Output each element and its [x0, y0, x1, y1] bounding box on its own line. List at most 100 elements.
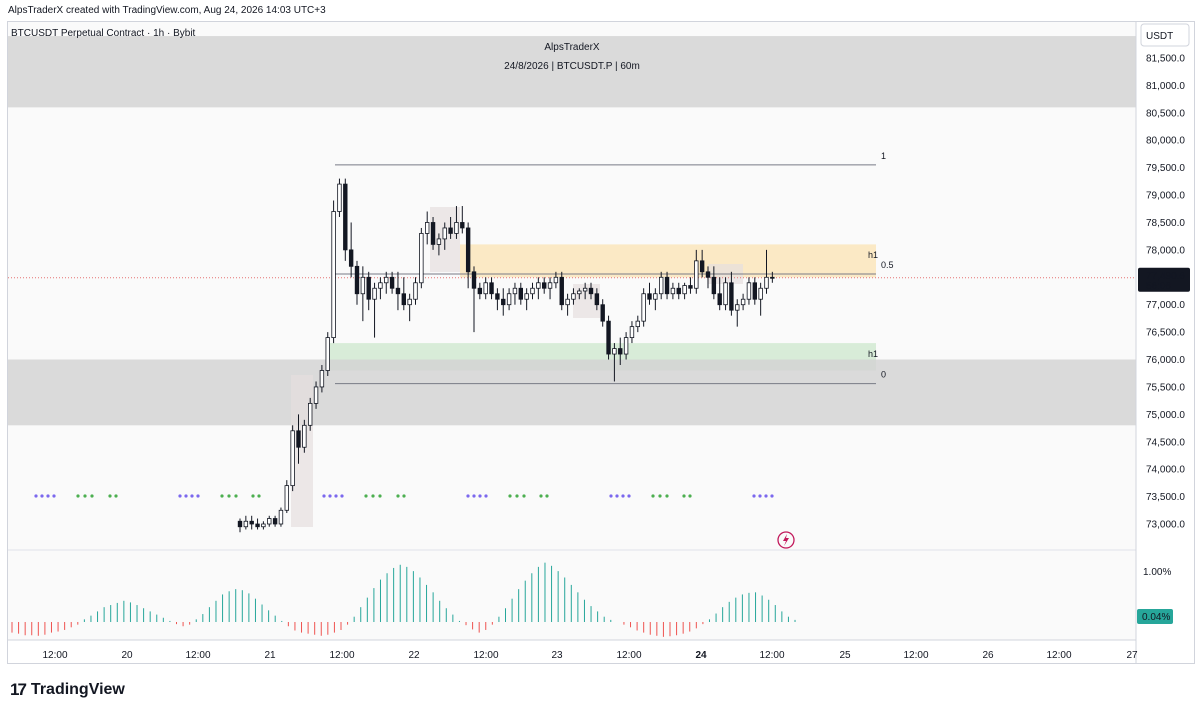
candle-body[interactable]	[764, 276, 769, 289]
candle-body[interactable]	[752, 282, 757, 300]
candle-body[interactable]	[553, 276, 559, 284]
candle-body[interactable]	[419, 233, 424, 284]
candle-body[interactable]	[565, 298, 570, 306]
candle-body[interactable]	[384, 276, 389, 284]
candle-body[interactable]	[571, 293, 576, 300]
candle-body[interactable]	[717, 293, 722, 306]
candle-body[interactable]	[688, 285, 693, 289]
candle-body[interactable]	[600, 304, 605, 322]
candle-body[interactable]	[588, 287, 594, 295]
candle-body[interactable]	[676, 287, 681, 295]
candle-body[interactable]	[272, 518, 278, 525]
candle-body[interactable]	[360, 276, 366, 295]
candle-body[interactable]	[348, 249, 354, 267]
candle-body[interactable]	[758, 287, 763, 300]
candle-body[interactable]	[770, 276, 775, 279]
candle-body[interactable]	[307, 402, 313, 426]
candle-body[interactable]	[623, 337, 629, 355]
time-axis-label: 12:00	[329, 650, 354, 661]
candle-body[interactable]	[407, 298, 412, 306]
chart-canvas[interactable]: 1 0.5 0 h1 h1 USDT 81,500.0 81,000.0 80,500.0 80,…	[8, 22, 1194, 663]
candle-body[interactable]	[389, 276, 395, 289]
candle-body[interactable]	[729, 282, 734, 311]
candle-body[interactable]	[694, 260, 699, 289]
candle-body[interactable]	[635, 320, 640, 328]
candle-body[interactable]	[518, 287, 523, 300]
candle-body[interactable]	[664, 276, 670, 295]
candle-body[interactable]	[302, 424, 307, 448]
candle-body[interactable]	[460, 222, 465, 229]
lightning-icon[interactable]	[777, 531, 795, 549]
chart-frame[interactable]: 1 0.5 0 h1 h1 USDT 81,500.0 81,000.0 80,500.0 80,…	[7, 21, 1195, 664]
candle-body[interactable]	[319, 370, 325, 388]
candle-body[interactable]	[547, 282, 553, 289]
candle-body[interactable]	[659, 276, 664, 295]
candle-body[interactable]	[711, 276, 717, 295]
candle-body[interactable]	[267, 518, 272, 525]
candle-body[interactable]	[261, 523, 266, 528]
candle-body[interactable]	[325, 337, 330, 371]
candle-body[interactable]	[594, 293, 600, 306]
candle-body[interactable]	[372, 287, 377, 300]
candle-body[interactable]	[670, 287, 676, 295]
candle-body[interactable]	[542, 282, 547, 289]
candle-body[interactable]	[354, 265, 360, 295]
candle-body[interactable]	[512, 287, 518, 295]
candle-body[interactable]	[401, 293, 406, 306]
candle-body[interactable]	[378, 282, 383, 289]
candle-body[interactable]	[465, 227, 471, 273]
candle-body[interactable]	[501, 298, 506, 306]
candle-body[interactable]	[249, 520, 254, 525]
candle-body[interactable]	[442, 227, 447, 240]
candle-body[interactable]	[477, 287, 483, 295]
candle-body[interactable]	[536, 282, 541, 289]
candle-body[interactable]	[331, 211, 336, 339]
candle-body[interactable]	[682, 285, 687, 295]
candle-body[interactable]	[296, 430, 301, 448]
candle-body[interactable]	[243, 520, 249, 528]
candle-body[interactable]	[740, 298, 746, 306]
candle-body[interactable]	[489, 282, 494, 295]
candle-body[interactable]	[454, 222, 459, 234]
session-dot	[184, 494, 188, 498]
candle-body[interactable]	[705, 271, 711, 278]
candle-body[interactable]	[577, 290, 582, 295]
candle-body[interactable]	[612, 348, 617, 355]
candle-body[interactable]	[506, 293, 512, 306]
candle-body[interactable]	[618, 348, 623, 355]
candle-body[interactable]	[278, 509, 284, 525]
candle-body[interactable]	[746, 282, 752, 300]
candle-body[interactable]	[524, 293, 529, 300]
currency-box[interactable]	[1140, 23, 1190, 47]
session-dot	[46, 494, 50, 498]
candle-body[interactable]	[237, 520, 243, 528]
candle-body[interactable]	[629, 326, 635, 338]
candle-body[interactable]	[495, 293, 500, 300]
candle-body[interactable]	[448, 227, 453, 234]
candle-body[interactable]	[559, 276, 564, 306]
candle-body[interactable]	[530, 287, 535, 295]
candle-body[interactable]	[343, 183, 348, 251]
candle-body[interactable]	[606, 320, 611, 355]
candle-body[interactable]	[653, 293, 658, 300]
candle-body[interactable]	[313, 386, 319, 404]
candle-body[interactable]	[471, 271, 477, 289]
candle-body[interactable]	[641, 293, 646, 322]
candle-body[interactable]	[436, 238, 442, 245]
candle-body[interactable]	[413, 282, 418, 300]
candle-body[interactable]	[723, 282, 728, 306]
candle-body[interactable]	[735, 304, 740, 311]
candle-body[interactable]	[424, 222, 430, 234]
candle-body[interactable]	[430, 222, 436, 245]
candle-body[interactable]	[366, 276, 371, 300]
candle-body[interactable]	[337, 183, 342, 212]
candle-body[interactable]	[699, 260, 705, 273]
candle-body[interactable]	[255, 523, 260, 528]
candle-body[interactable]	[395, 287, 401, 295]
candle-body[interactable]	[284, 485, 289, 511]
zone-supply-h1	[460, 244, 876, 278]
candle-body[interactable]	[483, 282, 488, 295]
candle-body[interactable]	[290, 430, 295, 487]
candle-body[interactable]	[647, 293, 652, 300]
candle-body[interactable]	[582, 287, 588, 292]
